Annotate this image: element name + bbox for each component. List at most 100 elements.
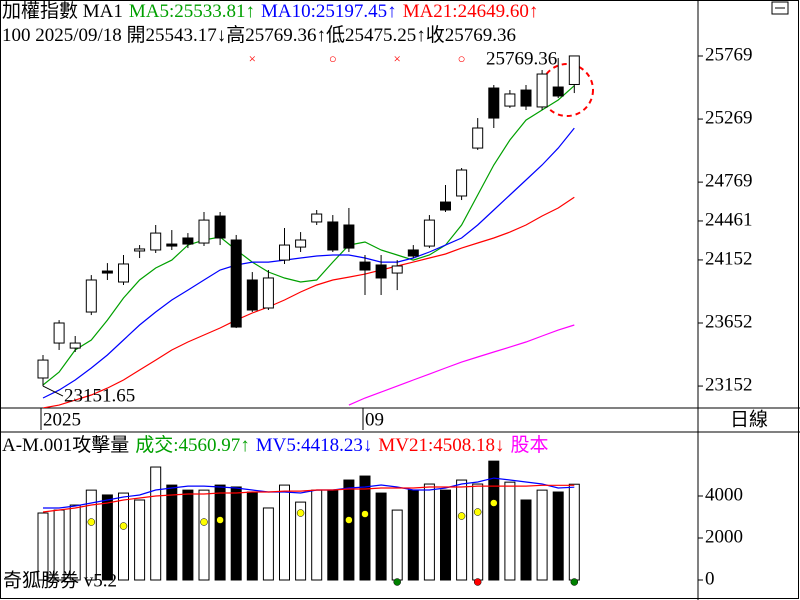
candle-body <box>246 279 258 311</box>
candle-body <box>552 86 564 97</box>
volume-bar <box>37 512 49 581</box>
volume-bar <box>166 484 178 581</box>
candle-body <box>279 244 290 261</box>
volume-bar <box>85 489 97 581</box>
y-tick-label: 4000 <box>705 484 743 505</box>
ma-line <box>42 196 575 408</box>
legend-entry: 股本 <box>510 435 549 456</box>
volume-bar <box>440 489 451 581</box>
candle-body <box>359 261 371 271</box>
y-tick-label: 25269 <box>705 107 753 128</box>
legend-entry: MA10:25197.45↑ <box>261 1 397 22</box>
candle-body <box>327 221 339 251</box>
volume-dot <box>457 512 466 520</box>
legend-entry: MV5:4418.23↓ <box>255 435 373 456</box>
axes: 23152 23652 24152 24461 24769 25269 25769 2025 0… <box>40 44 753 589</box>
ma-line <box>348 324 575 406</box>
candle-body <box>520 89 532 107</box>
low-pointer <box>42 385 64 397</box>
candle-body <box>423 219 435 247</box>
candle-body <box>118 263 129 283</box>
volume-bar <box>456 479 468 581</box>
volume-bar <box>246 491 258 581</box>
volume-bar <box>214 484 226 581</box>
volume-legend: A-M.001攻擊量 成交:4560.97↑ MV5:4418.23↓ MV21:45… <box>2 435 696 457</box>
candle-body <box>230 239 242 328</box>
footer: 奇狐勝券 v5.2 <box>3 569 117 591</box>
candle-body <box>182 237 194 245</box>
candle-body <box>568 55 580 85</box>
legend-entry: MV21:4508.18↓ <box>378 435 505 456</box>
volume-dot <box>119 522 128 530</box>
volume-dot <box>200 518 208 526</box>
candle-body <box>375 264 387 279</box>
price-legend: 加權指數 MA1 MA5:25533.81↑ MA10:25197.45↑ MA21:… <box>2 1 696 23</box>
candle-body <box>262 277 274 309</box>
candle-body <box>407 249 419 257</box>
volume-bar <box>423 483 435 581</box>
legend-entry: 成交:4560.97↑ <box>135 435 250 456</box>
y-tick-label: 23652 <box>705 311 753 332</box>
candle-body <box>134 248 146 252</box>
candle-body <box>440 201 451 211</box>
candle-body <box>536 73 548 108</box>
high-label: 25769.36 <box>486 48 557 69</box>
signal-dot <box>570 578 579 586</box>
candle-body <box>391 265 403 274</box>
volume-bar <box>230 486 242 581</box>
volume-dot <box>473 508 482 516</box>
candle-body <box>488 87 500 119</box>
ohlc-info: 100 2025/09/18 開25543.17↓高25769.36↑低2547… <box>2 25 517 46</box>
signal-dot <box>473 578 482 586</box>
y-tick-label: 23152 <box>705 374 753 395</box>
volume-bar <box>150 466 162 581</box>
volume-dot <box>216 516 224 524</box>
signal-mark: × <box>394 51 401 66</box>
signal-mark: × <box>249 51 256 66</box>
volume-bar <box>472 483 484 581</box>
ma-line <box>42 85 575 386</box>
candle-body <box>85 279 97 313</box>
volume-bar <box>407 489 419 581</box>
legend-entry: MA21:24649.60↑ <box>402 1 539 22</box>
volume-bar <box>504 481 516 581</box>
candle-body <box>472 127 484 149</box>
ma-line <box>42 484 575 513</box>
volume-bar <box>568 483 580 581</box>
candle-body <box>198 219 210 244</box>
signal-mark: ○ <box>329 51 337 66</box>
signal-dot <box>393 578 401 586</box>
volume-bar <box>359 475 371 581</box>
volume-dot <box>87 518 96 526</box>
candle-body <box>311 213 323 223</box>
volume-bar <box>198 489 210 581</box>
volume-bar <box>295 501 307 581</box>
y-tick-label: 2000 <box>705 526 743 547</box>
volume-bar <box>327 489 339 581</box>
chart-title: 加權指數 MA1 <box>2 1 123 22</box>
price-info: 100 2025/09/18 開25543.17↓高25769.36↑低2547… <box>2 25 696 47</box>
volume-bar <box>343 479 355 581</box>
y-tick-label: 24769 <box>705 170 753 191</box>
candle-body <box>69 342 81 349</box>
volume-bar <box>69 504 81 581</box>
signal-mark: ○ <box>458 51 466 66</box>
volume-bar <box>391 509 403 581</box>
volume-bar <box>118 492 129 581</box>
candle-body <box>214 215 226 239</box>
ma-line <box>43 477 575 509</box>
legend-entry: MA5:25533.81↑ <box>128 1 256 22</box>
y-tick-label: 24461 <box>705 209 753 230</box>
y-tick-label: 25769 <box>705 44 753 65</box>
x-tick-label: 09 <box>365 409 384 430</box>
volume-dot <box>361 510 369 518</box>
volume-dot <box>296 509 305 517</box>
volume-dot <box>345 516 353 524</box>
period-label: 日線 <box>730 408 768 430</box>
candle-body <box>295 239 307 248</box>
candle-body <box>456 169 468 197</box>
candle-body <box>504 93 516 107</box>
